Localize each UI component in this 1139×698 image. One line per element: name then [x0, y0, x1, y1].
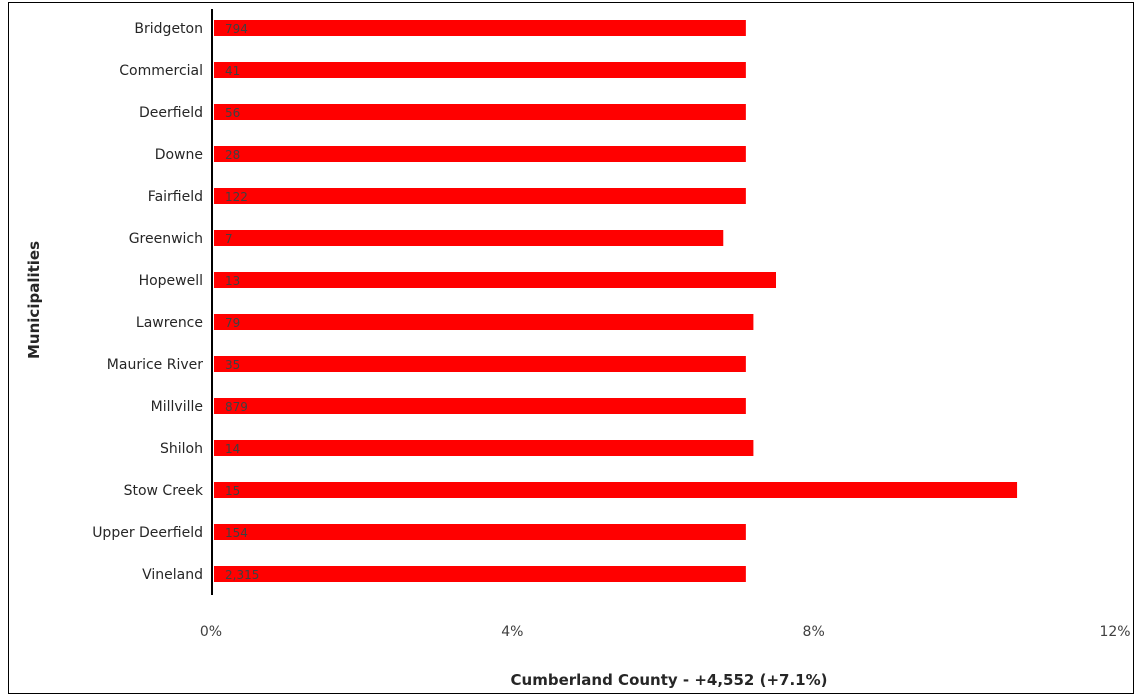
bar-1 [214, 20, 746, 36]
data-label: 79 [225, 316, 240, 330]
category-label: Bridgeton [134, 21, 203, 37]
bar-8 [214, 314, 754, 330]
data-label: 28 [225, 148, 240, 162]
bar-4 [214, 146, 746, 162]
data-label: 7 [225, 232, 233, 246]
chart-frame: Bridgeton 794 Commercial 41 Deerfield 56 Downe… [8, 2, 1134, 694]
category-label: Downe [155, 147, 203, 163]
category-label: Hopewell [139, 273, 203, 289]
data-label: 794 [225, 22, 248, 36]
x-tick-label: 4% [501, 624, 523, 640]
bar-12 [214, 482, 1018, 498]
category-label: Upper Deerfield [92, 525, 203, 541]
category-label: Commercial [119, 63, 203, 79]
category-label: Maurice River [107, 357, 203, 373]
x-tick-label: 12% [1099, 624, 1130, 640]
data-label: 2,315 [225, 568, 259, 582]
bar-10 [214, 398, 746, 414]
data-label: 56 [225, 106, 240, 120]
data-label: 14 [225, 442, 240, 456]
x-tick-label: 8% [803, 624, 825, 640]
category-label: Deerfield [139, 105, 203, 121]
data-label: 13 [225, 274, 240, 288]
data-label: 122 [225, 190, 248, 204]
bar-7 [214, 272, 776, 288]
category-label: Fairfield [148, 189, 203, 205]
x-tick-label: 0% [200, 624, 222, 640]
y-axis-title: Municipalities [25, 241, 43, 359]
bar-14 [214, 566, 746, 582]
category-label: Lawrence [136, 315, 203, 331]
bar-2 [214, 62, 746, 78]
bar-3 [214, 104, 746, 120]
bar-13 [214, 524, 746, 540]
category-label: Millville [151, 399, 203, 415]
category-label: Greenwich [129, 231, 203, 247]
data-label: 35 [225, 358, 240, 372]
data-label: 15 [225, 484, 240, 498]
data-label: 41 [225, 64, 240, 78]
bar-6 [214, 230, 724, 246]
category-label: Vineland [142, 567, 203, 583]
category-label: Stow Creek [124, 483, 204, 499]
x-axis-title: Cumberland County - +4,552 (+7.1%) [511, 671, 828, 689]
category-label: Shiloh [160, 441, 203, 457]
bar-9 [214, 356, 746, 372]
bar-5 [214, 188, 746, 204]
data-label: 879 [225, 400, 248, 414]
bar-11 [214, 440, 754, 456]
data-label: 154 [225, 526, 248, 540]
bar-chart: Bridgeton 794 Commercial 41 Deerfield 56 Downe… [25, 9, 1131, 689]
